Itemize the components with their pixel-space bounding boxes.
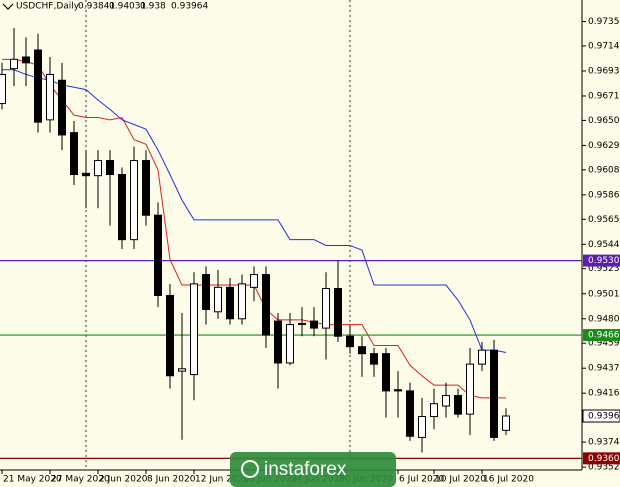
header: USDCHF,Daily 0.93841 0.94031 0.938 0.939… bbox=[2, 2, 208, 12]
x-tick-label: 10 Jul 2020 bbox=[435, 475, 486, 485]
candle-body bbox=[70, 132, 78, 176]
candle-body bbox=[202, 274, 210, 310]
candle-body bbox=[370, 353, 378, 365]
level-label-box bbox=[583, 452, 620, 465]
header-low: 0.938 bbox=[140, 2, 166, 12]
watermark-box bbox=[230, 452, 396, 487]
candle-body bbox=[286, 324, 294, 364]
watermark-logo bbox=[241, 460, 259, 478]
chart-title: USDCHF,Daily bbox=[16, 2, 80, 12]
candle-body bbox=[214, 286, 222, 313]
candle-body bbox=[274, 320, 282, 364]
candle-body bbox=[142, 160, 150, 216]
header-icon bbox=[2, 3, 14, 10]
candle-body bbox=[250, 274, 258, 288]
current-price-box bbox=[582, 409, 620, 423]
x-tick-label: 16 Jul 2020 bbox=[483, 475, 534, 485]
candle-body bbox=[262, 274, 270, 336]
x-tick-label: 27 May 2020 bbox=[51, 475, 110, 485]
watermark: instaforex bbox=[230, 452, 396, 487]
candle-body bbox=[130, 160, 138, 241]
candle-body bbox=[154, 214, 162, 296]
header-close: 0.93964 bbox=[171, 2, 208, 12]
candle-body bbox=[82, 172, 90, 177]
x-tick-label: 2 Jun 2020 bbox=[99, 475, 148, 485]
candle-body bbox=[10, 58, 18, 70]
candle-body bbox=[466, 363, 474, 415]
candle-body bbox=[190, 283, 198, 376]
candle-body bbox=[442, 395, 450, 407]
candle-body bbox=[94, 160, 102, 177]
candle-body bbox=[298, 322, 306, 326]
y-tick-label: 0.96505 bbox=[588, 116, 620, 126]
candle-body bbox=[58, 79, 66, 136]
candle-body bbox=[334, 288, 342, 337]
candle-body bbox=[226, 286, 234, 320]
y-tick-label: 0.97355 bbox=[588, 17, 620, 27]
current-price-label: 0.93964 bbox=[588, 412, 620, 422]
candle-body bbox=[46, 73, 54, 121]
candle-body bbox=[166, 294, 174, 377]
y-tick-label: 0.93525 bbox=[588, 463, 620, 473]
candle-body bbox=[0, 73, 6, 105]
candle-body bbox=[34, 49, 42, 123]
x-tick-label: 12 Jun 2020 bbox=[195, 475, 249, 485]
candle-body bbox=[346, 335, 354, 348]
x-tick-label: 8 Jun 2020 bbox=[147, 475, 196, 485]
candle-body bbox=[22, 56, 30, 64]
candle-body bbox=[310, 320, 318, 329]
candle-body bbox=[382, 353, 390, 392]
candle-body bbox=[238, 283, 246, 320]
y-tick-label: 0.94375 bbox=[588, 364, 620, 374]
candle-body bbox=[118, 174, 126, 241]
y-tick-label: 0.95015 bbox=[588, 289, 620, 299]
level-label-box bbox=[583, 254, 620, 267]
watermark-text: instaforex bbox=[264, 459, 347, 480]
indicator-line bbox=[2, 69, 507, 353]
candle-body bbox=[358, 346, 366, 355]
y-tick-label: 0.96715 bbox=[588, 91, 620, 101]
x-tick-label: 21 May 2020 bbox=[3, 475, 62, 485]
y-tick-label: 0.95655 bbox=[588, 215, 620, 225]
candle-body bbox=[394, 389, 402, 392]
candle-body bbox=[106, 160, 114, 176]
y-tick-label: 0.95865 bbox=[588, 190, 620, 200]
candle-body bbox=[502, 415, 510, 431]
candle-body bbox=[406, 390, 414, 437]
candle-body bbox=[178, 368, 186, 372]
candle-body bbox=[418, 415, 426, 438]
candle-body bbox=[430, 403, 438, 417]
candle-body bbox=[322, 288, 330, 329]
x-tick-label: 6 Jul 2020 bbox=[399, 475, 444, 485]
candle-body bbox=[454, 395, 462, 415]
candle-body bbox=[478, 349, 486, 365]
level-label-box bbox=[583, 329, 620, 342]
header-open: 0.93841 bbox=[78, 2, 115, 12]
y-tick-label: 0.97145 bbox=[588, 41, 620, 51]
candle-body bbox=[490, 349, 498, 438]
header-high: 0.94031 bbox=[109, 2, 146, 12]
